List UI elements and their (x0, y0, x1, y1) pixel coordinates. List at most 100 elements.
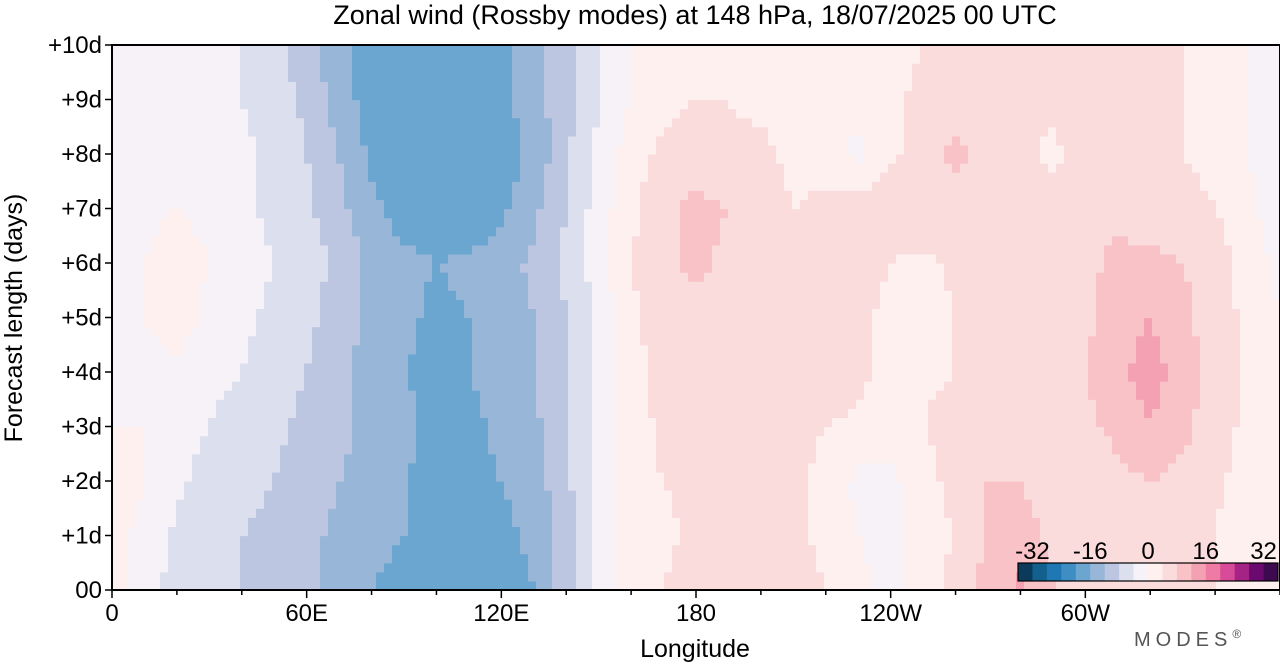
field-cell (1128, 517, 1137, 528)
field-cell (1176, 471, 1185, 482)
field-cell (672, 435, 681, 446)
field-cell (504, 408, 513, 419)
field-cell (304, 281, 313, 291)
field-cell (824, 580, 833, 590)
field-cell (464, 417, 473, 428)
field-cell (464, 562, 473, 573)
field-cell (1176, 281, 1185, 291)
field-cell (896, 517, 905, 528)
field-cell (952, 317, 961, 328)
field-cell (360, 272, 369, 282)
field-cell (520, 435, 529, 446)
field-cell (456, 290, 465, 300)
field-cell (608, 408, 617, 419)
field-cell (864, 417, 873, 428)
field-cell (280, 499, 289, 509)
field-cell (872, 372, 881, 382)
field-cell (632, 471, 641, 482)
field-cell (112, 453, 121, 464)
field-cell (304, 326, 313, 337)
field-cell (1064, 508, 1073, 518)
field-cell (912, 299, 921, 310)
field-cell (1072, 490, 1081, 500)
field-cell (1024, 381, 1033, 391)
field-cell (1136, 453, 1145, 464)
field-cell (752, 526, 761, 537)
field-cell (408, 317, 417, 328)
field-cell (664, 580, 673, 590)
field-cell (576, 353, 585, 364)
field-cell (1072, 453, 1081, 464)
field-cell (544, 526, 553, 537)
field-cell (232, 344, 241, 355)
field-cell (1072, 580, 1081, 590)
field-cell (744, 299, 753, 310)
field-cell (1256, 426, 1265, 437)
field-cell (784, 571, 793, 582)
field-cell (528, 571, 537, 582)
field-cell (848, 499, 857, 509)
field-cell (1104, 362, 1113, 373)
field-cell (352, 444, 361, 455)
field-cell (880, 517, 889, 528)
field-cell (832, 499, 841, 509)
field-cell (1168, 308, 1177, 319)
field-cell (496, 381, 505, 391)
field-cell (1176, 408, 1185, 419)
field-cell (960, 517, 969, 528)
field-cell (672, 580, 681, 590)
field-cell (152, 317, 161, 328)
field-cell (488, 580, 497, 590)
field-cell (880, 417, 889, 428)
field-cell (1256, 517, 1265, 528)
field-cell (984, 317, 993, 328)
field-cell (1248, 553, 1257, 564)
field-cell (352, 299, 361, 310)
field-cell (928, 508, 937, 518)
field-cell (456, 481, 465, 491)
field-cell (776, 499, 785, 509)
field-cell (832, 571, 841, 582)
field-cell (256, 353, 265, 364)
field-cell (968, 399, 977, 409)
field-cell (1104, 453, 1113, 464)
field-cell (1256, 471, 1265, 482)
field-cell (120, 580, 129, 590)
field-cell (216, 317, 225, 328)
field-cell (984, 344, 993, 355)
field-cell (144, 508, 153, 518)
field-cell (1136, 344, 1145, 355)
field-cell (528, 390, 537, 400)
field-cell (248, 408, 257, 419)
field-cell (240, 517, 249, 528)
field-cell (768, 471, 777, 482)
field-cell (136, 353, 145, 364)
field-cell (1080, 308, 1089, 319)
field-cell (592, 335, 601, 346)
field-cell (176, 499, 185, 509)
field-cell (368, 499, 377, 509)
field-cell (280, 553, 289, 564)
field-cell (784, 544, 793, 555)
field-cell (1248, 517, 1257, 528)
field-cell (600, 499, 609, 509)
field-cell (776, 435, 785, 446)
field-cell (976, 281, 985, 291)
field-cell (768, 517, 777, 528)
field-cell (1136, 390, 1145, 400)
field-cell (768, 499, 777, 509)
field-cell (344, 281, 353, 291)
field-cell (504, 299, 513, 310)
field-cell (336, 462, 345, 473)
field-cell (216, 508, 225, 518)
field-cell (616, 544, 625, 555)
field-cell (320, 471, 329, 482)
field-cell (424, 281, 433, 291)
field-cell (408, 481, 417, 491)
field-cell (840, 317, 849, 328)
field-cell (1040, 580, 1049, 590)
field-cell (744, 362, 753, 373)
field-cell (832, 453, 841, 464)
field-cell (376, 299, 385, 310)
field-cell (664, 444, 673, 455)
